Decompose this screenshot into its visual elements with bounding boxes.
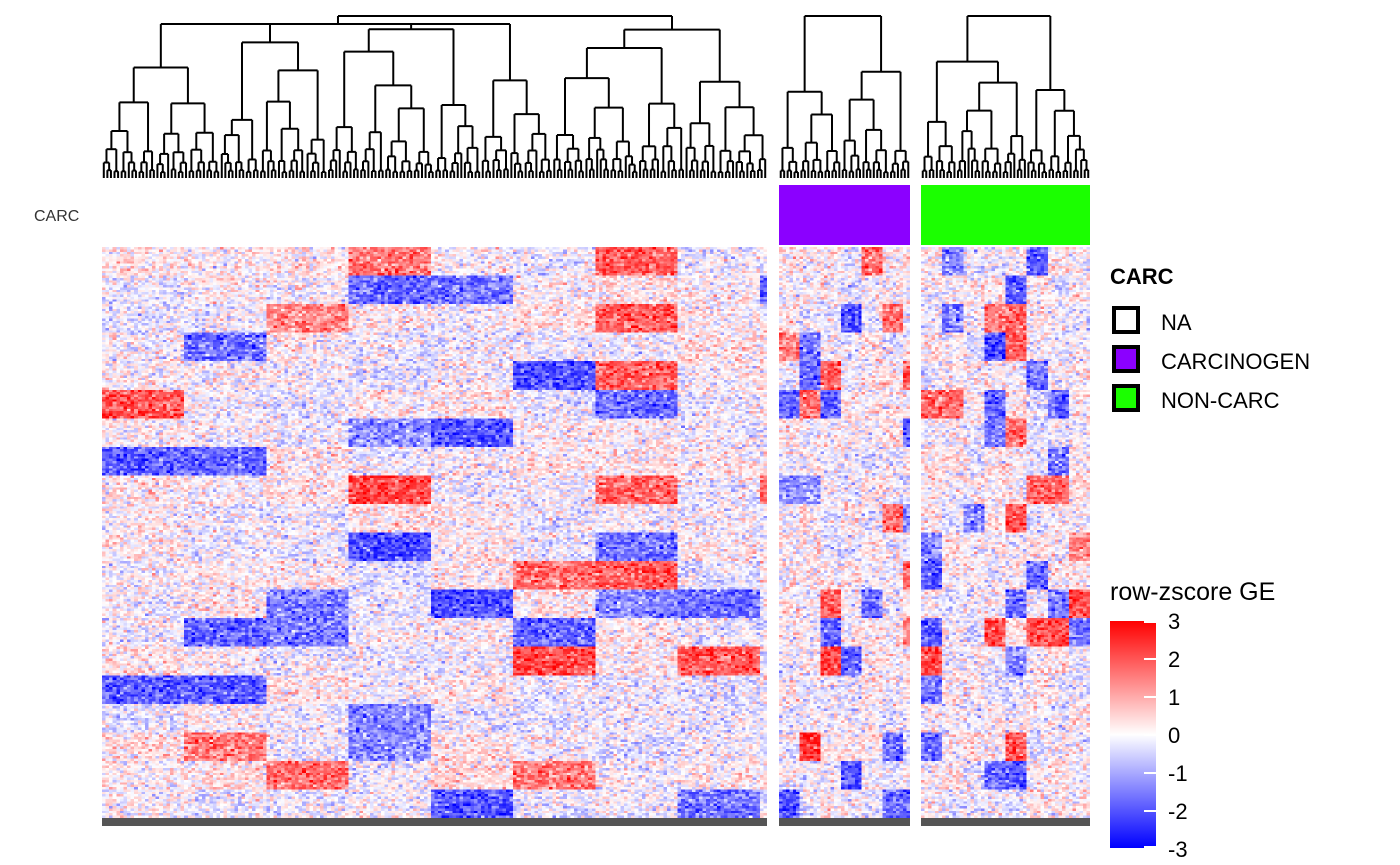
legend-title: CARC <box>1110 264 1174 289</box>
colorbar-tick <box>1144 846 1156 848</box>
colorbar-tick <box>1144 658 1156 660</box>
legend-label-na: NA <box>1161 310 1192 335</box>
tick-strip-bg <box>779 818 910 826</box>
annotation-cell-carcinogen <box>779 185 910 245</box>
legend-swatch-na <box>1112 306 1140 334</box>
colorbar-title: row-zscore GE <box>1110 578 1276 606</box>
annotation-cell-na <box>102 185 767 245</box>
colorbar-label-3: 3 <box>1168 609 1181 634</box>
tick-strip-non-carc <box>921 818 1090 826</box>
legend-label-non-carc: NON-CARC <box>1161 388 1280 413</box>
tick-strip-bg <box>921 818 1090 826</box>
heatmap-panel-na <box>102 247 767 818</box>
heatmap-panel-carcinogen <box>779 247 910 818</box>
annotation-row-label: CARC <box>34 208 80 225</box>
colorbar-label-minus3: -3 <box>1168 837 1188 862</box>
legend-swatch-non-carc <box>1112 384 1140 412</box>
colorbar-label-minus2: -2 <box>1168 799 1188 824</box>
colorbar-label-1: 1 <box>1168 685 1181 710</box>
colorbar-tick <box>1144 772 1156 774</box>
legend-label-carcinogen: CARCINOGEN <box>1161 349 1311 374</box>
colorbar-label-minus1: -1 <box>1168 761 1188 786</box>
colorbar-label-2: 2 <box>1168 647 1181 672</box>
colorbar-tick <box>1144 734 1156 736</box>
colorbar-tick <box>1144 621 1156 623</box>
legend-swatch-carcinogen <box>1112 345 1140 373</box>
annotation-cell-non-carc <box>921 185 1090 245</box>
tick-strip-na <box>102 818 767 826</box>
colorbar-tick <box>1144 810 1156 812</box>
colorbar-tick <box>1144 696 1156 698</box>
heatmap-panel-non-carc <box>921 247 1090 818</box>
colorbar-label-0: 0 <box>1168 723 1181 748</box>
tick-strip-carcinogen <box>779 818 910 826</box>
column-dendrogram <box>102 15 1090 178</box>
tick-strip-bg <box>102 818 767 826</box>
